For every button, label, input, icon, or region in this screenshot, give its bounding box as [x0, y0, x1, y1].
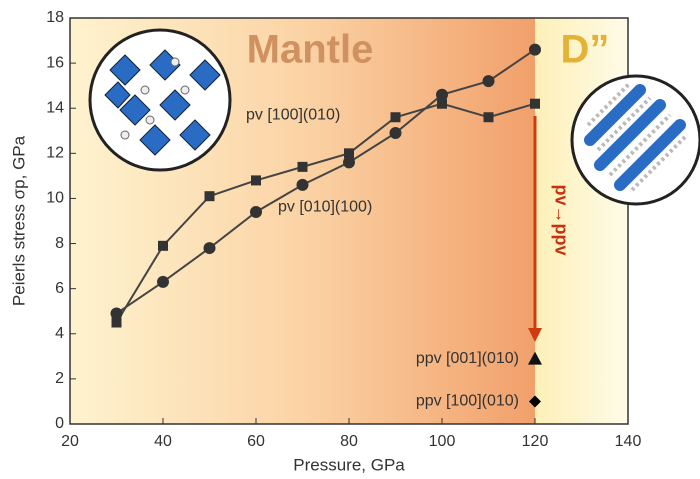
triangle-marker [528, 351, 542, 365]
square-marker [390, 112, 401, 123]
square-marker [530, 98, 540, 109]
pv-structure-icon [88, 28, 232, 172]
y-tick-label: 2 [55, 370, 64, 387]
series-line [115, 102, 536, 324]
square-marker [158, 240, 168, 251]
y-tick-label: 18 [46, 9, 64, 26]
series-label: ppv [100](010) [416, 393, 519, 410]
series-label: pv [100](010) [246, 106, 340, 123]
circle-marker [110, 307, 123, 320]
square-marker [297, 161, 308, 172]
y-tick-label: 16 [46, 54, 64, 71]
square-marker [344, 148, 354, 159]
transition-label: pv→ppv [551, 184, 571, 255]
circle-marker [343, 156, 355, 169]
x-tick-label: 80 [340, 433, 358, 450]
circle-marker [296, 178, 309, 191]
x-axis-title: Pressure, GPa [293, 455, 405, 474]
x-tick-label: 60 [247, 433, 265, 450]
y-tick-label: 12 [46, 145, 64, 162]
x-tick-label: 140 [615, 433, 642, 450]
series-line [115, 48, 536, 315]
diamond-marker [529, 395, 541, 408]
mantle-label: Mantle [247, 28, 374, 72]
transition-arrow [528, 116, 542, 342]
y-tick-label: 14 [46, 99, 64, 116]
y-axis-title: Peierls stress σp, GPa [9, 135, 28, 306]
circle-marker [529, 43, 541, 56]
y-tick-label: 0 [55, 415, 64, 432]
square-marker [437, 98, 447, 109]
x-tick-label: 40 [154, 433, 172, 450]
square-marker [111, 317, 122, 328]
series-label: ppv [001](010) [416, 350, 519, 367]
circle-marker [482, 75, 495, 88]
circle-marker [389, 127, 402, 140]
y-tick-label: 4 [55, 325, 64, 342]
d-label: D” [561, 28, 610, 72]
x-tick-label: 120 [522, 433, 549, 450]
square-marker [204, 191, 215, 202]
square-marker [251, 175, 261, 186]
y-tick-label: 10 [46, 190, 64, 207]
square-marker [483, 112, 494, 123]
x-tick-label: 100 [429, 433, 456, 450]
ppv-structure-icon [570, 74, 700, 206]
circle-marker [436, 88, 448, 101]
x-tick-label: 20 [61, 433, 79, 450]
circle-marker [157, 275, 169, 288]
circle-marker [203, 242, 216, 255]
circle-marker [250, 205, 262, 218]
y-tick-label: 8 [55, 235, 64, 252]
series-label: pv [010](100) [278, 199, 372, 216]
y-tick-label: 6 [55, 280, 64, 297]
